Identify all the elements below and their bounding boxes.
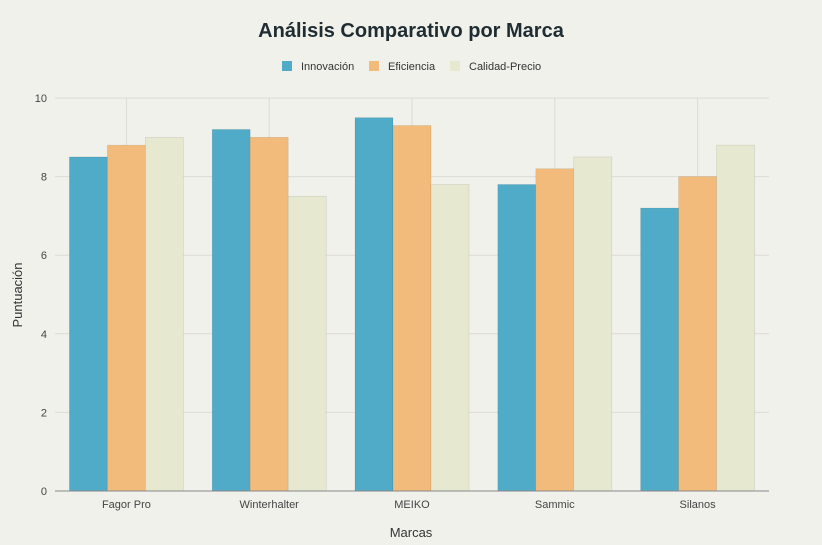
- x-tick-label-fagor-pro: Fagor Pro: [102, 499, 151, 511]
- bar-fagor-pro-innovacion: [69, 156, 108, 492]
- bar-fagor-pro-eficiencia: [107, 144, 146, 492]
- x-axis-ticks: Fagor Pro Winterhalter MEIKO Sammic Silanos: [102, 499, 716, 511]
- bar-silanos-eficiencia: [678, 176, 717, 492]
- legend-label-eficiencia: Eficiencia: [388, 61, 436, 73]
- bar-silanos-innovacion: [640, 207, 679, 492]
- bar-winterhalter-calidad-precio: [287, 195, 327, 492]
- bar-sammic-calidad-precio: [573, 156, 613, 492]
- bar-silanos-calidad-precio: [716, 144, 755, 492]
- bar-winterhalter-innovacion: [211, 129, 251, 492]
- bar-sammic-eficiencia: [535, 168, 575, 492]
- bar-meiko-eficiencia: [392, 125, 432, 492]
- legend-swatch-eficiencia: [369, 61, 379, 71]
- x-tick-label-silanos: Silanos: [680, 499, 717, 511]
- y-tick-label-10: 10: [35, 93, 47, 105]
- bar-meiko-calidad-precio: [430, 184, 470, 492]
- bar-fagor-pro-calidad-precio: [145, 137, 184, 492]
- legend-label-calidad-precio: Calidad-Precio: [469, 61, 541, 73]
- x-tick-label-winterhalter: Winterhalter: [240, 499, 300, 511]
- x-tick-label-sammic: Sammic: [535, 499, 575, 511]
- bar-winterhalter-eficiencia: [249, 137, 289, 492]
- legend-label-innovacion: Innovación: [301, 61, 354, 73]
- y-tick-label-8: 8: [41, 172, 47, 184]
- y-tick-label-4: 4: [41, 329, 47, 341]
- legend-swatch-calidad-precio: [450, 61, 460, 71]
- y-tick-label-2: 2: [41, 407, 47, 419]
- x-axis-label: Marcas: [390, 525, 433, 540]
- y-tick-label-0: 0: [41, 486, 47, 498]
- legend: Innovación Eficiencia Calidad-Precio: [282, 61, 541, 73]
- bar-sammic-innovacion: [497, 184, 537, 492]
- chart-title: Análisis Comparativo por Marca: [258, 20, 565, 42]
- x-tick-label-meiko: MEIKO: [394, 499, 430, 511]
- y-tick-label-6: 6: [41, 250, 47, 262]
- y-axis-ticks: 0 2 4 6 8 10: [35, 93, 47, 498]
- bars: [69, 117, 755, 492]
- legend-swatch-innovacion: [282, 61, 292, 71]
- y-axis-label: Puntuación: [10, 262, 25, 327]
- bar-meiko-innovacion: [354, 117, 394, 492]
